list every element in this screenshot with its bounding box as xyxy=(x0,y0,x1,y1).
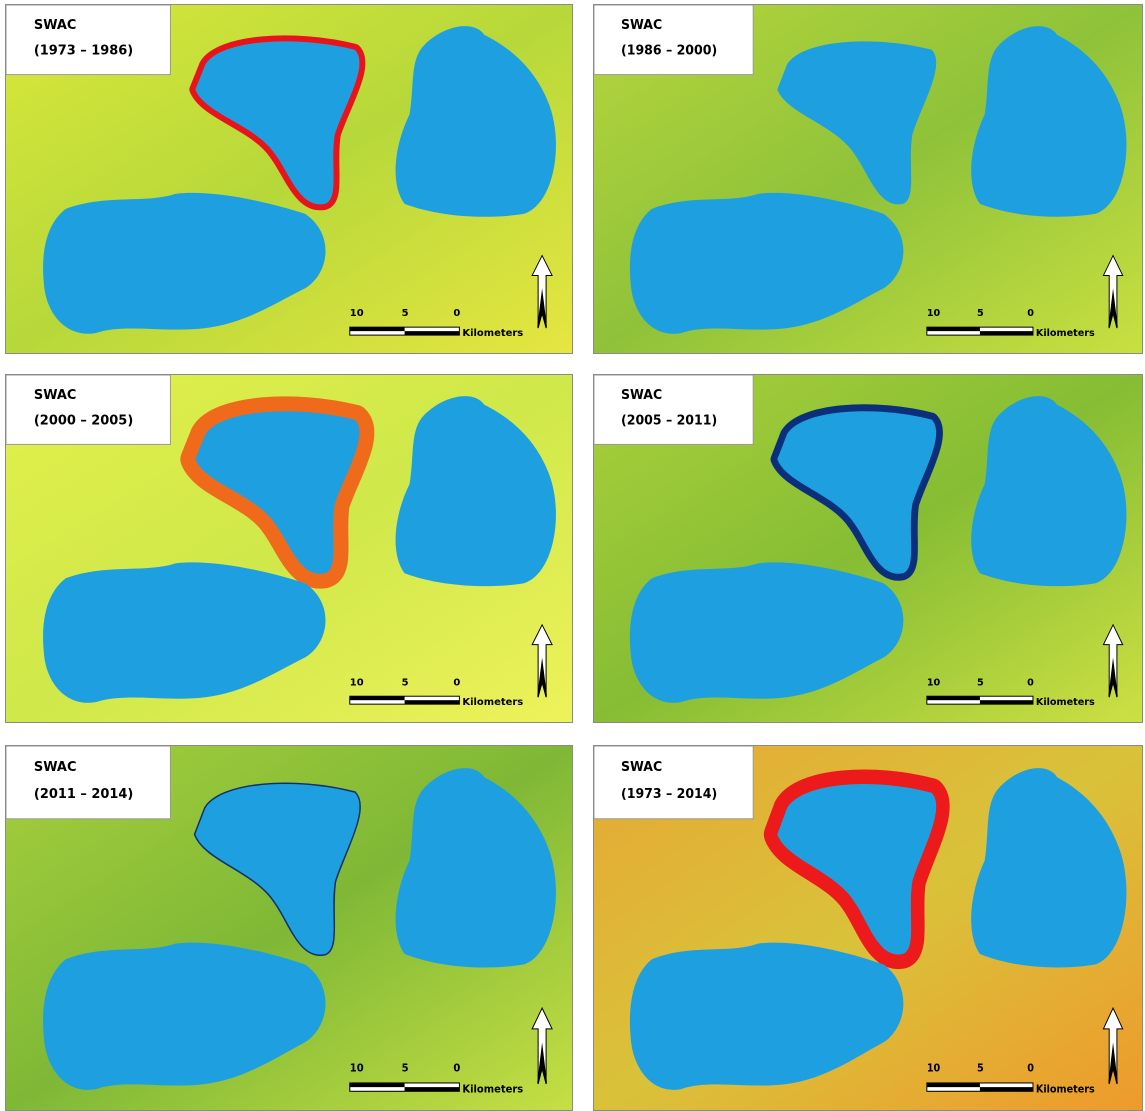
scale-label: 5 xyxy=(402,1063,409,1074)
label-title: SWAC xyxy=(34,18,77,33)
scale-label: 10 xyxy=(350,308,364,319)
scale-bar xyxy=(980,1087,1033,1091)
scale-label: 0 xyxy=(1027,677,1034,688)
scale-label: 0 xyxy=(1027,1063,1034,1074)
scale-bar xyxy=(927,696,980,700)
label-title: SWAC xyxy=(34,388,77,403)
scale-bar xyxy=(405,700,460,704)
scale-label: 0 xyxy=(453,677,460,688)
label-box xyxy=(6,746,170,819)
scale-label: 0 xyxy=(1027,308,1034,319)
scale-label: 10 xyxy=(927,308,941,319)
scale-unit: Kilometers xyxy=(1036,328,1095,339)
label-title: SWAC xyxy=(621,18,662,33)
scale-bar xyxy=(405,331,460,335)
scale-unit: Kilometers xyxy=(462,328,523,339)
scale-bar xyxy=(350,327,405,331)
label-period: (1986 – 2000) xyxy=(621,44,717,59)
scale-bar xyxy=(927,1083,980,1087)
label-box xyxy=(6,375,170,444)
scale-label: 10 xyxy=(350,677,364,688)
scale-label: 5 xyxy=(977,1063,984,1074)
scale-unit: Kilometers xyxy=(1036,1084,1095,1095)
label-title: SWAC xyxy=(621,760,662,776)
scale-bar xyxy=(980,331,1033,335)
scale-label: 10 xyxy=(927,677,941,688)
scale-label: 5 xyxy=(402,308,409,319)
scale-bar xyxy=(980,700,1033,704)
label-period: (2005 – 2011) xyxy=(621,412,717,427)
scale-bar xyxy=(405,1087,460,1091)
label-period: (2011 – 2014) xyxy=(34,787,133,802)
scale-unit: Kilometers xyxy=(462,697,523,708)
scale-unit: Kilometers xyxy=(462,1084,523,1095)
label-box xyxy=(594,375,753,444)
label-period: (2000 – 2005) xyxy=(34,414,133,429)
scale-bar xyxy=(350,1083,405,1087)
label-period: (1973 – 2014) xyxy=(621,787,717,803)
scale-label: 0 xyxy=(453,308,460,319)
scale-label: 10 xyxy=(350,1063,364,1074)
scale-unit: Kilometers xyxy=(1036,697,1095,708)
scale-bar xyxy=(350,696,405,700)
scale-label: 5 xyxy=(977,308,984,319)
scale-label: 5 xyxy=(402,677,409,688)
label-box xyxy=(594,5,753,75)
label-title: SWAC xyxy=(34,760,77,775)
scale-label: 0 xyxy=(453,1063,460,1074)
label-title: SWAC xyxy=(621,387,662,402)
label-box xyxy=(594,746,753,819)
scale-bar xyxy=(927,327,980,331)
scale-label: 5 xyxy=(977,677,984,688)
label-period: (1973 – 1986) xyxy=(34,44,133,59)
label-box xyxy=(6,5,170,75)
scale-label: 10 xyxy=(927,1063,940,1074)
page: {"label": "SWAC", "panels": [ {"period":… xyxy=(0,0,1145,1111)
